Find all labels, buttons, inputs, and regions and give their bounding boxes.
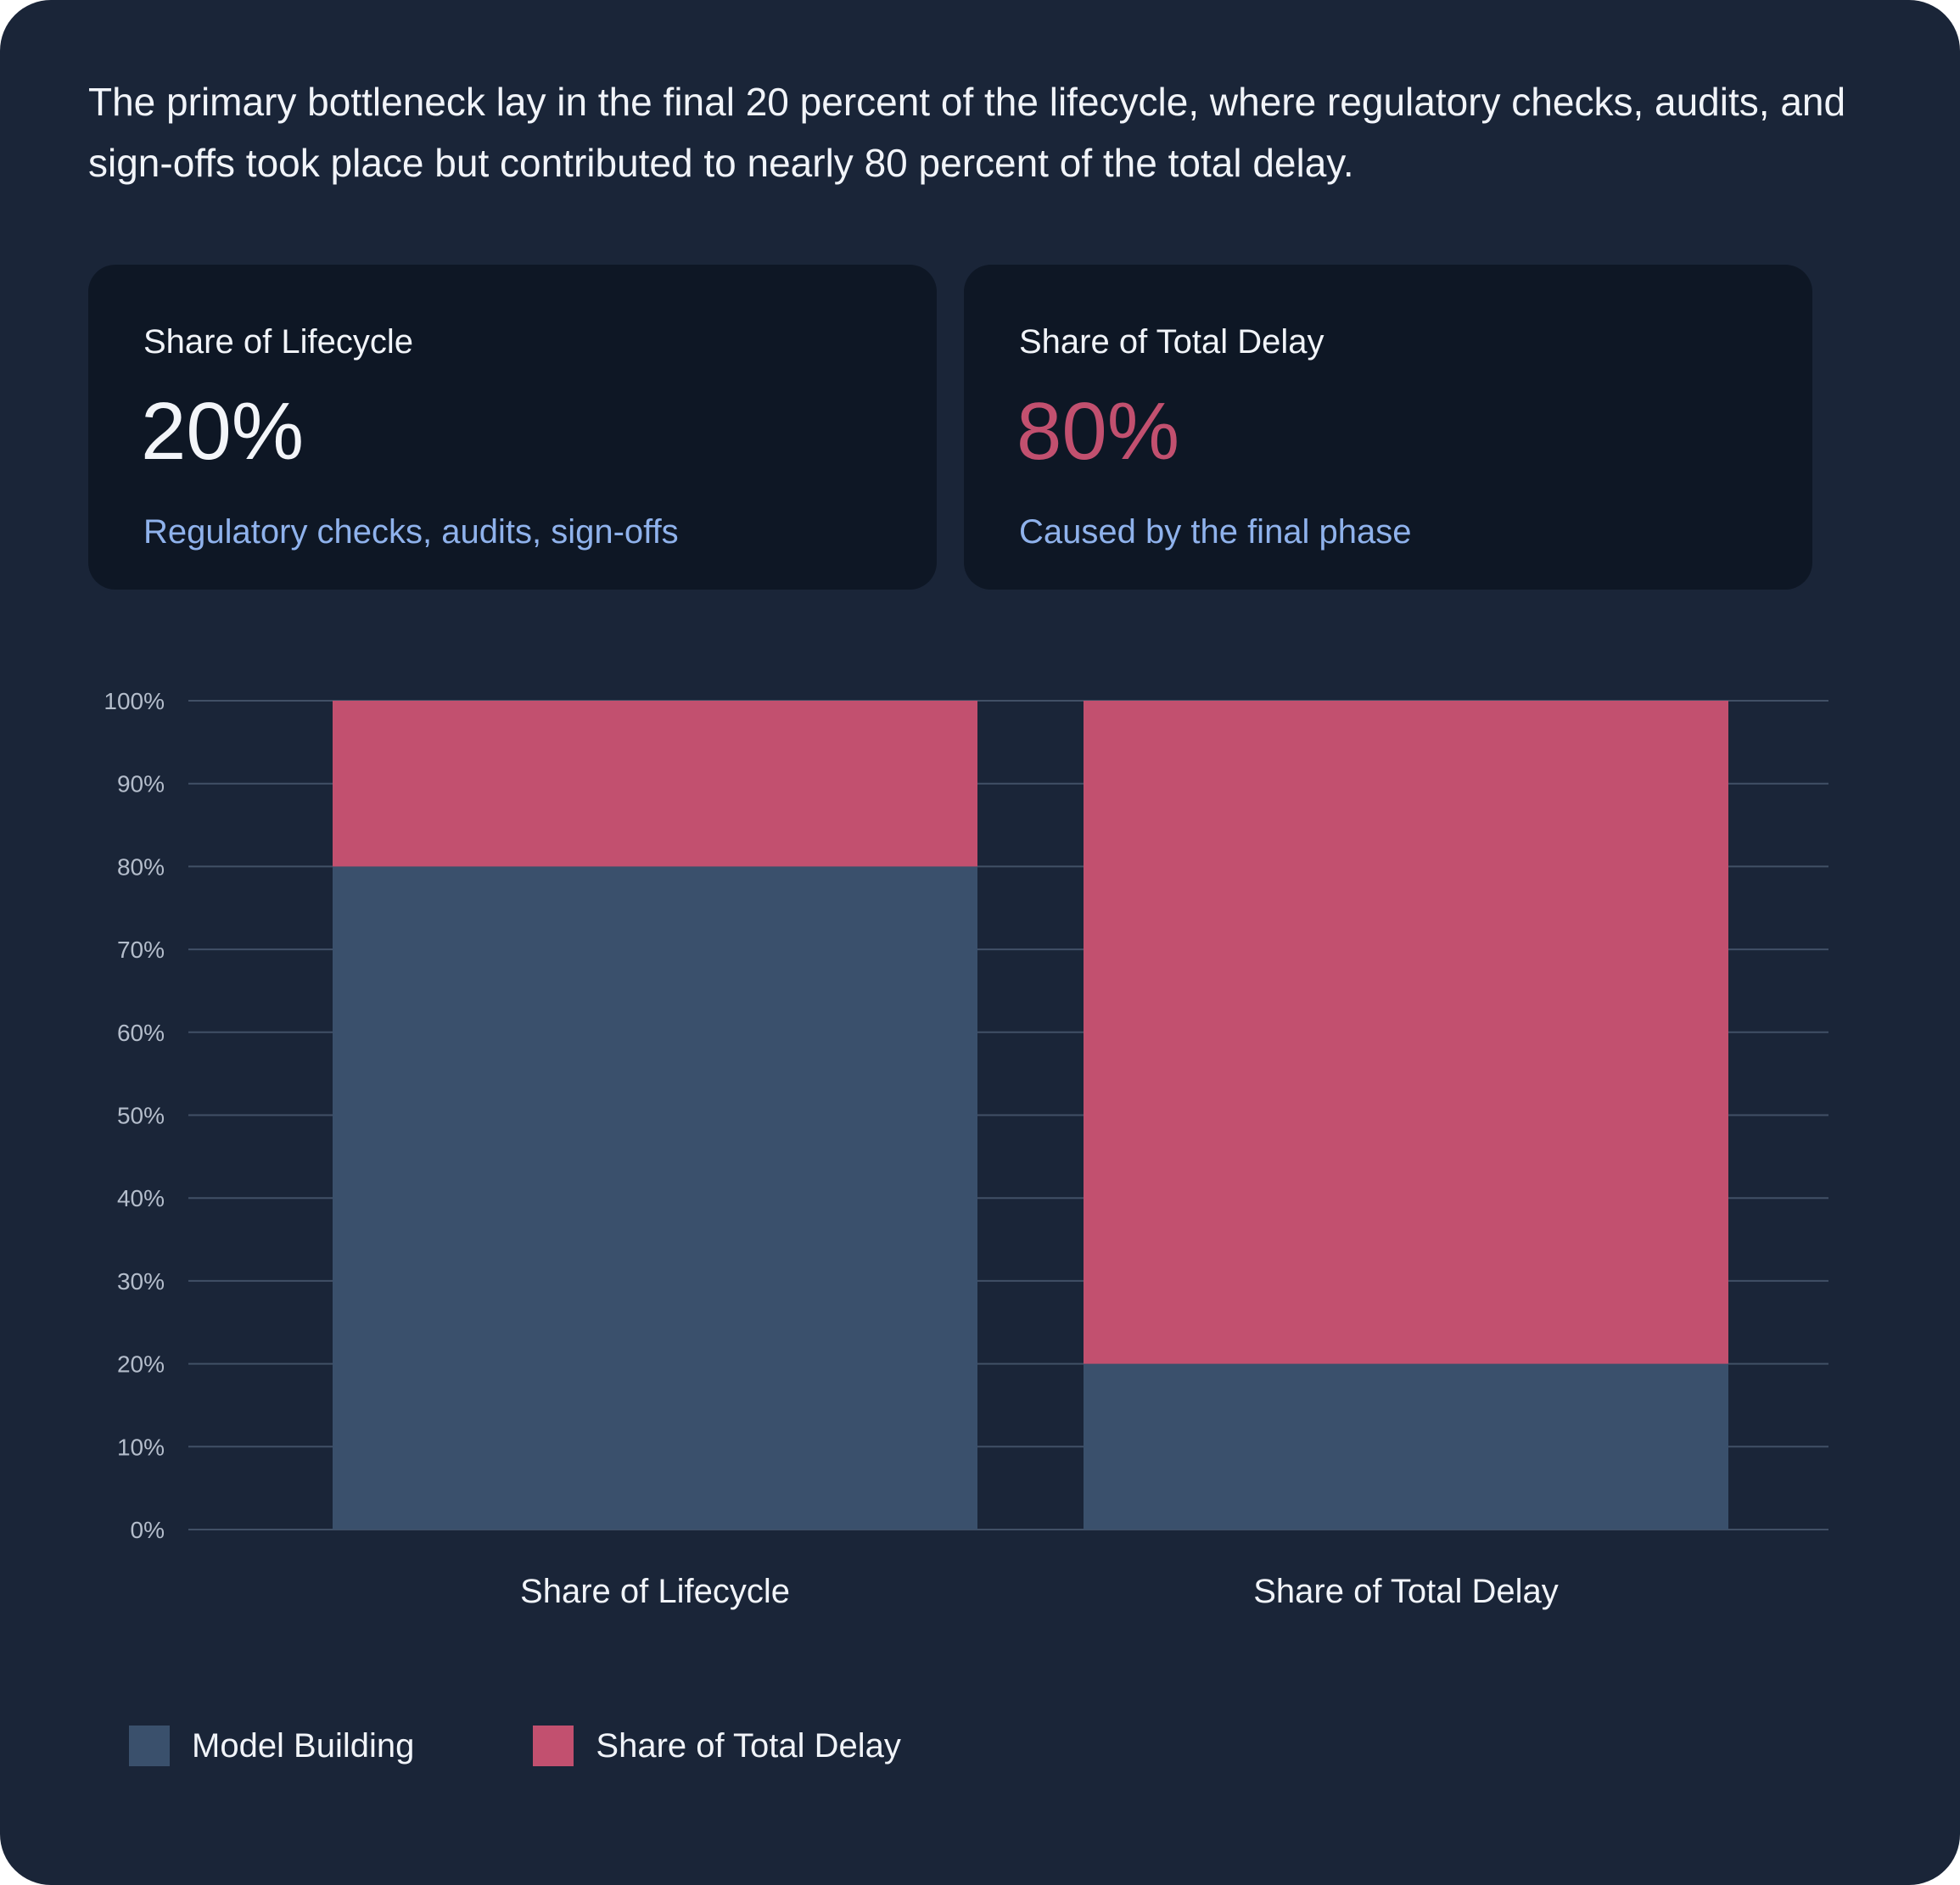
- bar-model-building: [1084, 1363, 1728, 1530]
- legend-swatch: [129, 1726, 170, 1766]
- y-tick-label: 20%: [117, 1351, 165, 1378]
- legend-swatch: [533, 1726, 574, 1766]
- intro-text: The primary bottleneck lay in the final …: [88, 80, 1846, 185]
- stat-value: 80%: [1016, 386, 1180, 477]
- bars: [333, 701, 1728, 1530]
- x-category-label: Share of Lifecycle: [520, 1573, 790, 1610]
- y-tick-label: 30%: [117, 1268, 165, 1295]
- legend-label: Share of Total Delay: [596, 1727, 901, 1765]
- y-tick-label: 50%: [117, 1103, 165, 1129]
- y-tick-label: 90%: [117, 771, 165, 797]
- legend-label: Model Building: [192, 1727, 415, 1765]
- y-tick-label: 40%: [117, 1185, 165, 1211]
- y-tick-label: 100%: [104, 688, 165, 714]
- y-tick-label: 10%: [117, 1434, 165, 1460]
- stat-note: Regulatory checks, audits, sign-offs: [143, 513, 679, 551]
- stat-card-lifecycle: Share of Lifecycle 20% Regulatory checks…: [88, 265, 937, 590]
- bar-total-delay: [1084, 701, 1728, 1364]
- x-axis: Share of Lifecycle Share of Total Delay: [520, 1573, 1559, 1610]
- stat-label: Share of Lifecycle: [143, 323, 413, 361]
- y-tick-label: 0%: [131, 1517, 165, 1543]
- y-tick-label: 60%: [117, 1020, 165, 1046]
- y-tick-label: 80%: [117, 853, 165, 880]
- stat-note: Caused by the final phase: [1019, 513, 1412, 551]
- legend-item-total-delay: Share of Total Delay: [533, 1726, 901, 1766]
- y-tick-label: 70%: [117, 937, 165, 963]
- stat-value: 20%: [141, 386, 305, 477]
- stat-label: Share of Total Delay: [1019, 323, 1324, 361]
- stat-card-delay: Share of Total Delay 80% Caused by the f…: [964, 265, 1812, 590]
- bar-total-delay: [333, 701, 977, 867]
- y-axis: 0% 10% 20% 30% 40% 50% 60% 70% 80% 90% 100%: [104, 688, 165, 1543]
- bar-model-building: [333, 866, 977, 1530]
- legend-item-model-building: Model Building: [129, 1726, 414, 1766]
- legend: Model Building Share of Total Delay: [129, 1726, 1020, 1766]
- x-category-label: Share of Total Delay: [1253, 1573, 1558, 1610]
- stacked-bar-chart: 0% 10% 20% 30% 40% 50% 60% 70% 80% 90% 100% Share …: [104, 688, 1828, 1610]
